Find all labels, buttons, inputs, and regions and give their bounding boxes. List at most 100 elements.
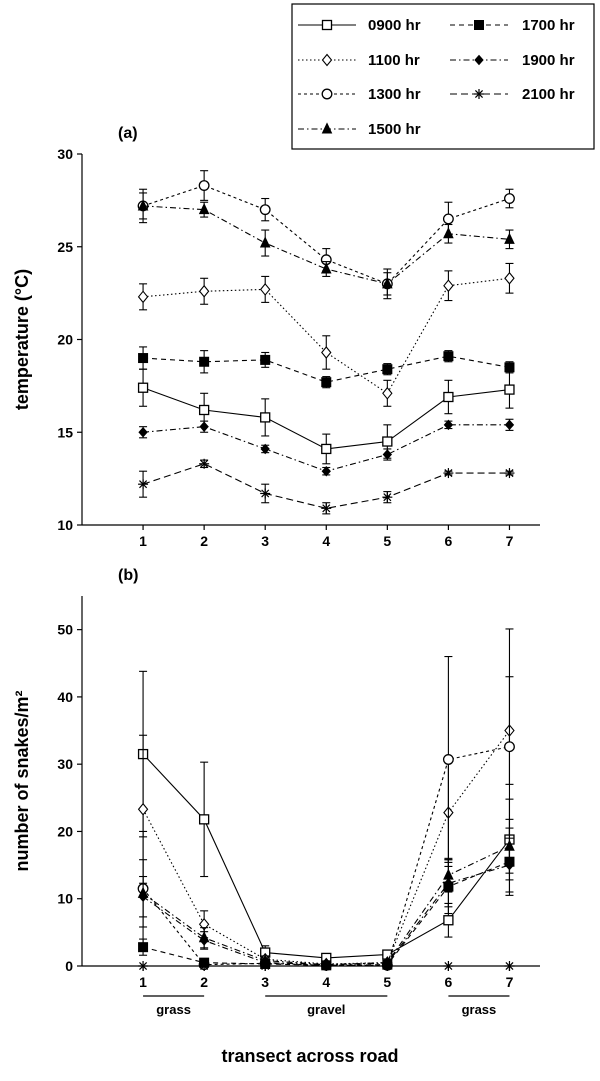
data-point (321, 961, 332, 971)
series-1500-hr (137, 192, 515, 296)
data-point (443, 961, 454, 971)
series-1900-hr (138, 418, 515, 477)
data-point (260, 354, 271, 365)
data-point (382, 386, 393, 400)
data-point (198, 180, 210, 191)
data-point (321, 346, 332, 359)
panel-a-y-axis-title: temperature (°C) (12, 269, 32, 410)
panel-b-x-tick-label: 4 (322, 974, 330, 990)
panel-a-y-tick-label: 25 (57, 239, 73, 255)
series-1100-hr (137, 676, 515, 971)
data-point (504, 271, 515, 285)
data-point (137, 199, 149, 211)
panel-b-x-tick-label: 5 (383, 974, 391, 990)
legend-marker (474, 54, 484, 66)
panel-b-x-tick-label: 2 (200, 974, 208, 990)
zone-label: gravel (307, 1002, 345, 1017)
data-point (504, 419, 515, 431)
data-point (138, 479, 149, 490)
series-1300-hr (137, 170, 515, 300)
data-point (137, 802, 149, 816)
series-1700-hr (138, 827, 515, 971)
data-point (198, 202, 210, 215)
data-point (382, 492, 393, 503)
data-point (504, 193, 515, 204)
series-line (142, 861, 510, 966)
panel-b-y-axis-title: number of snakes/m² (12, 690, 32, 871)
data-point (138, 942, 149, 953)
data-point (321, 377, 332, 388)
legend-label: 0900 hr (368, 17, 421, 34)
data-point (259, 283, 271, 296)
panel-a-label: (a) (118, 125, 138, 142)
data-point (504, 961, 515, 971)
legend-label: 1700 hr (522, 17, 575, 34)
legend-item-1500-hr: 1500 hr (298, 121, 421, 138)
data-point (138, 353, 149, 364)
data-point (199, 421, 209, 432)
data-point (382, 364, 393, 375)
series-2100-hr (138, 961, 515, 971)
data-point (137, 382, 149, 393)
panel-b-x-tick-label: 7 (506, 974, 514, 990)
data-point (382, 277, 393, 289)
panel-a-x-tick-label: 3 (261, 533, 269, 549)
data-point (504, 468, 515, 479)
panel-a-x-tick-label: 4 (322, 533, 330, 549)
data-point (443, 419, 454, 431)
series-0900-hr (137, 368, 515, 465)
data-point (259, 236, 271, 248)
panel-b-snakes: 0 10 20 30 40 50 1 2 3 4 5 6 7 (b) number of snakes/m²… (12, 567, 540, 1017)
data-point (198, 284, 210, 298)
data-point (382, 961, 393, 971)
data-point (320, 262, 332, 274)
panel-b-x-tick-label: 6 (445, 974, 453, 990)
legend-label: 2100 hr (522, 86, 575, 103)
panel-a-temperature: 10 15 20 25 30 1 2 3 4 5 6 7 (a) temperature (°C) (12, 125, 540, 549)
data-point (443, 391, 454, 403)
data-point (260, 488, 271, 499)
legend-item-1900-hr: 1900 hr (450, 52, 575, 69)
series-line (142, 730, 510, 965)
legend: 0900 hr 1100 hr 1300 hr 1500 hr 1700 hr 1900 … (291, 3, 595, 150)
legend-marker (321, 53, 333, 67)
x-axis-title: transect across road (221, 1046, 398, 1066)
series-line (142, 746, 510, 966)
data-point (198, 814, 210, 825)
data-point (443, 351, 454, 362)
data-point (504, 362, 515, 373)
series-1100-hr (137, 262, 515, 407)
series-2100-hr (138, 458, 515, 515)
data-point (443, 468, 454, 479)
data-point (443, 227, 454, 239)
data-point (442, 754, 454, 765)
series-line (142, 753, 510, 959)
panel-a-x-tick-label: 2 (200, 533, 208, 549)
legend-marker (474, 20, 484, 30)
data-point (504, 384, 515, 395)
panel-b-x-tick-label: 3 (261, 974, 269, 990)
legend-label: 1500 hr (368, 121, 421, 138)
legend-marker (321, 19, 333, 31)
legend-item-1100-hr: 1100 hr (298, 52, 420, 69)
data-point (504, 741, 515, 753)
data-point (199, 961, 210, 971)
data-point (321, 443, 332, 455)
legend-label: 1100 hr (368, 52, 420, 69)
legend-item-1700-hr: 1700 hr (450, 17, 575, 34)
legend-item-0900-hr: 0900 hr (298, 17, 421, 34)
panel-a-x-tick-label: 1 (139, 533, 147, 549)
legend-label: 1900 hr (522, 52, 575, 69)
panel-a-x-tick-label: 5 (383, 533, 391, 549)
panel-b-y-tick-label: 50 (57, 622, 73, 638)
panel-b-y-tick-label: 40 (57, 689, 73, 705)
series-1700-hr (138, 346, 515, 389)
legend-marker (474, 89, 484, 99)
data-point (382, 436, 393, 447)
data-point (199, 458, 210, 469)
zone-gravel-1: gravel (265, 995, 388, 1017)
legend-marker (321, 88, 333, 100)
data-point (504, 232, 515, 244)
panel-b-label: (b) (118, 567, 138, 584)
